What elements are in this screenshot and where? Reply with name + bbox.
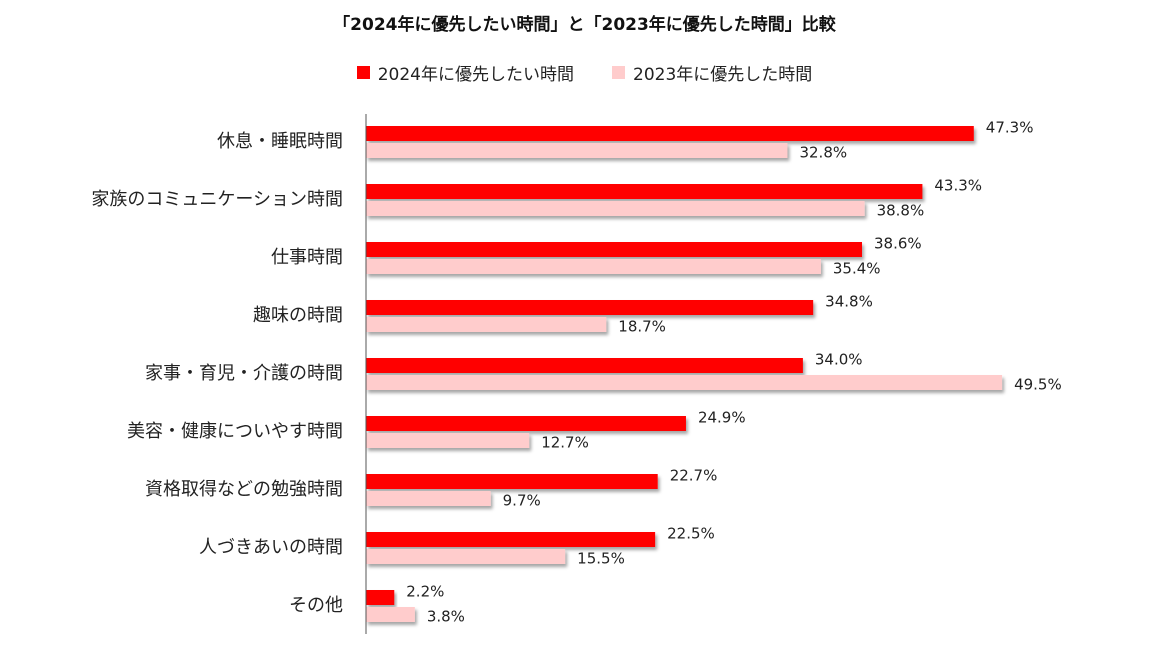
bar-2024 xyxy=(366,532,656,547)
data-label-2024: 24.9% xyxy=(698,409,746,427)
bar-2023 xyxy=(366,549,566,564)
bar-2024 xyxy=(366,590,395,605)
data-label-2024: 43.3% xyxy=(934,177,982,195)
bar-2023 xyxy=(366,433,530,448)
data-label-2023: 18.7% xyxy=(618,318,666,336)
data-label-2023: 3.8% xyxy=(427,608,465,626)
data-label-2024: 38.6% xyxy=(874,235,922,253)
bar-2023 xyxy=(366,201,865,216)
data-label-2023: 12.7% xyxy=(541,434,589,452)
category-label: その他 xyxy=(289,595,343,616)
chart-title: 「2024年に優先したい時間」と「2023年に優先した時間」比較 xyxy=(333,15,836,35)
data-label-2024: 34.0% xyxy=(815,351,863,369)
legend-label-2024: 2024年に優先したい時間 xyxy=(377,65,574,85)
data-label-2023: 38.8% xyxy=(877,202,925,220)
legend-swatch-2024 xyxy=(356,66,370,79)
bar-2024 xyxy=(366,184,923,199)
data-label-2024: 22.5% xyxy=(667,525,715,543)
category-label: 仕事時間 xyxy=(271,247,343,268)
bar-2023 xyxy=(366,491,491,506)
data-label-2023: 49.5% xyxy=(1014,376,1062,394)
category-label: 家事・育児・介護の時間 xyxy=(145,363,343,384)
category-label: 趣味の時間 xyxy=(253,305,343,326)
bar-2023 xyxy=(366,607,415,622)
data-label-2024: 47.3% xyxy=(986,119,1034,137)
bar-2024 xyxy=(366,242,863,257)
category-label: 家族のコミュニケーション時間 xyxy=(91,189,343,210)
data-label-2023: 9.7% xyxy=(503,492,541,510)
legend-item-2023: 2023年に優先した時間 xyxy=(612,60,812,85)
data-label-2023: 15.5% xyxy=(577,550,625,568)
data-label-2024: 34.8% xyxy=(825,293,873,311)
category-label: 人づきあいの時間 xyxy=(199,537,343,558)
bar-2023 xyxy=(366,375,1003,390)
category-label: 資格取得などの勉強時間 xyxy=(145,479,343,500)
bar-2024 xyxy=(366,126,974,141)
legend-swatch-2023 xyxy=(612,66,625,79)
data-label-2024: 2.2% xyxy=(406,583,444,601)
data-label-2024: 22.7% xyxy=(670,467,718,485)
bar-2023 xyxy=(366,143,788,158)
data-label-2023: 35.4% xyxy=(833,260,881,278)
legend-label-2023: 2023年に優先した時間 xyxy=(633,65,813,85)
bar-2023 xyxy=(366,259,821,274)
bar-2024 xyxy=(366,300,814,315)
bar-2024 xyxy=(366,358,803,373)
legend: 2024年に優先したい時間 2023年に優先した時間 xyxy=(0,60,1169,85)
legend-item-2024: 2024年に優先したい時間 xyxy=(356,60,574,85)
bar-2023 xyxy=(366,317,607,332)
category-label: 美容・健康についやす時間 xyxy=(127,421,343,442)
category-label: 休息・睡眠時間 xyxy=(217,131,343,152)
data-label-2023: 32.8% xyxy=(799,144,847,162)
bar-2024 xyxy=(366,416,686,431)
bar-2024 xyxy=(366,474,658,489)
